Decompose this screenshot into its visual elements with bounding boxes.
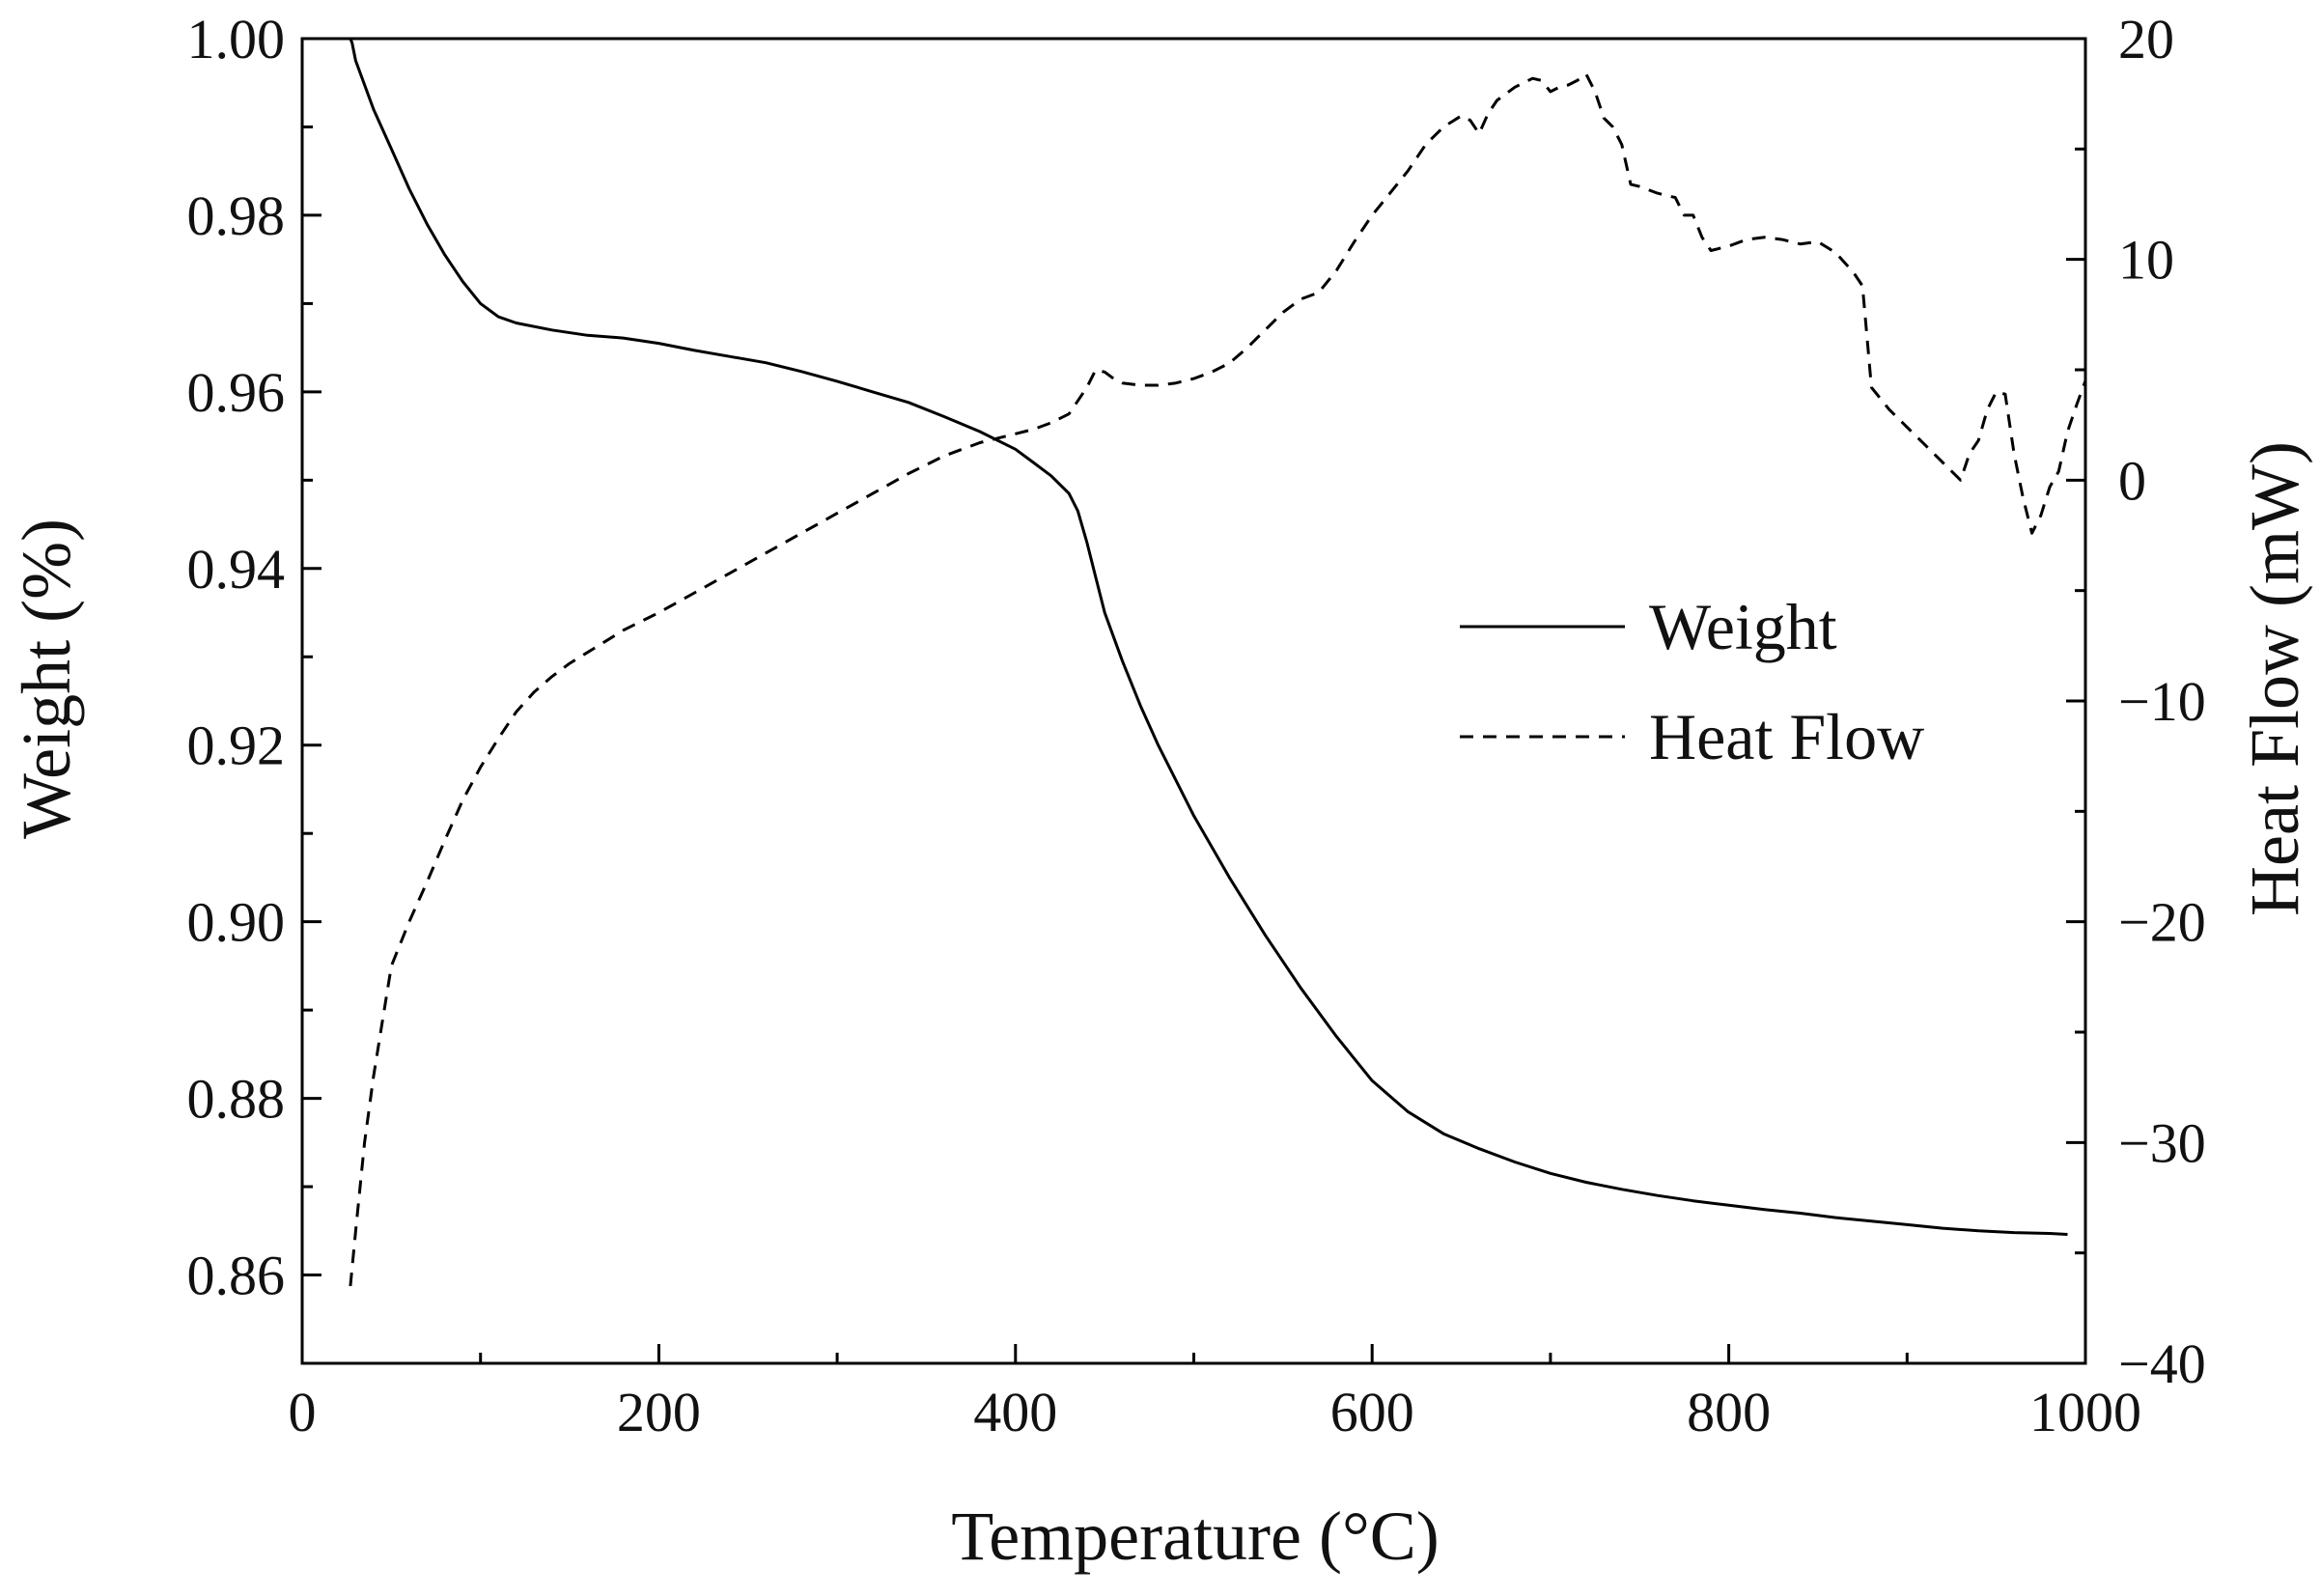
y-tick-label: 0.94 (187, 538, 286, 601)
x-tick-label: 800 (1687, 1381, 1771, 1443)
y2-tick-label: 10 (2118, 229, 2174, 292)
y2-tick-label: 0 (2118, 449, 2146, 512)
y-tick-label: 0.86 (187, 1245, 286, 1307)
axis-ticks: 0 200 400 600 800 10000.860.880.900.920.940.9… (187, 8, 2206, 1443)
y2-axis-title: Heat Flow (mW) (2236, 441, 2313, 916)
heat-flow-series-line (349, 72, 2087, 1287)
x-tick-label: 200 (617, 1381, 701, 1443)
y2-tick-label: −10 (2118, 670, 2206, 733)
y2-tick-label: −40 (2118, 1332, 2206, 1395)
x-tick-label: 400 (973, 1381, 1057, 1443)
y-tick-label: 1.00 (187, 8, 286, 70)
y-axis-title: Weight (%) (8, 518, 85, 839)
y-tick-label: 0.96 (187, 361, 286, 424)
y-tick-label: 0.88 (187, 1068, 286, 1131)
weight-series-line (349, 38, 2068, 1236)
y-tick-label: 0.98 (187, 184, 286, 247)
x-tick-label: 0 (289, 1381, 317, 1443)
x-axis-title: Temperature (°C) (951, 1498, 1440, 1575)
legend-weight-label: Weight (1649, 590, 1837, 663)
x-tick-label: 1000 (2029, 1381, 2141, 1443)
data-series (349, 38, 2087, 1287)
x-tick-label: 600 (1330, 1381, 1414, 1443)
y2-tick-label: −30 (2118, 1111, 2206, 1174)
legend-heat-flow-label: Heat Flow (1649, 700, 1924, 773)
y2-tick-label: −20 (2118, 891, 2206, 954)
y2-tick-label: 20 (2118, 8, 2174, 70)
y-tick-label: 0.92 (187, 714, 286, 777)
legend: Weight Heat Flow (1460, 590, 1924, 773)
y-tick-label: 0.90 (187, 891, 286, 954)
